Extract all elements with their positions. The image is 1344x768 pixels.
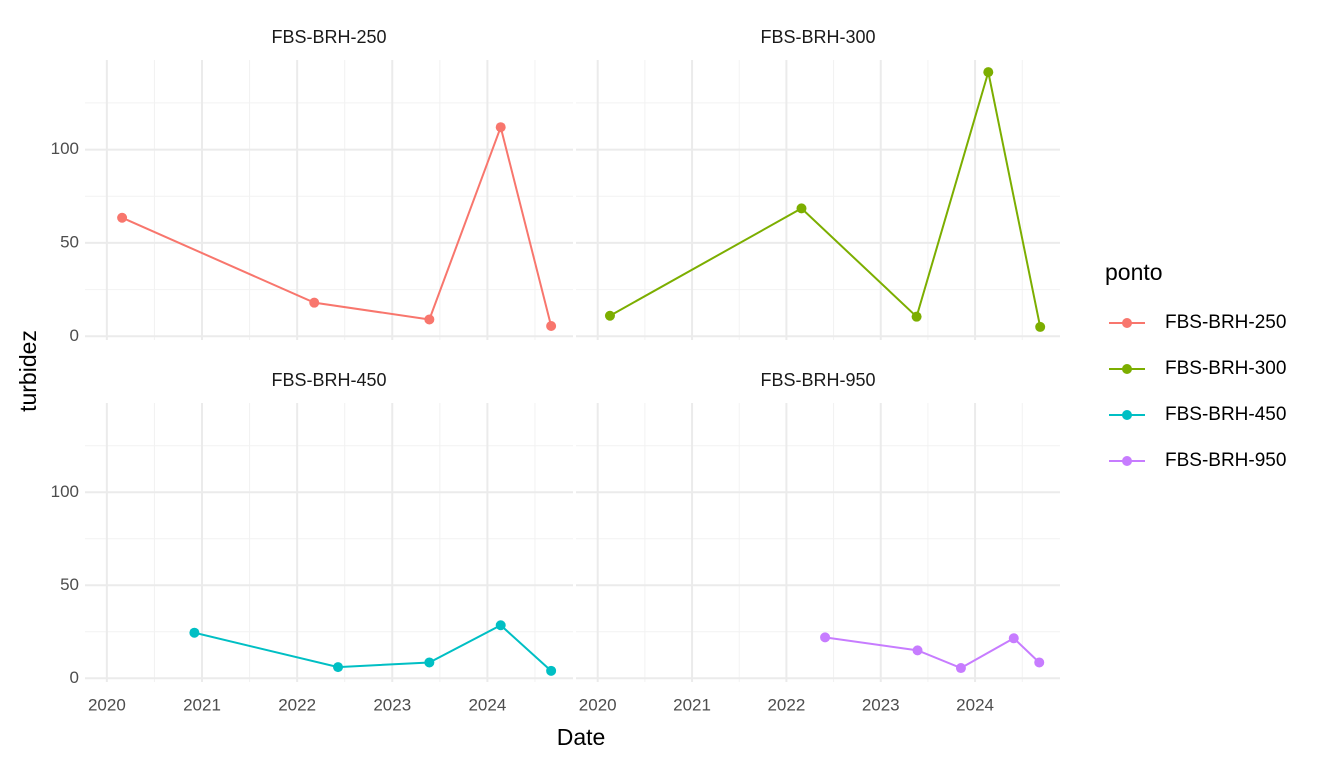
y-tick-label: 0 (70, 326, 79, 345)
data-point (820, 632, 831, 643)
legend-title: ponto (1105, 259, 1163, 285)
y-tick-label: 100 (51, 482, 79, 501)
legend-key (1122, 410, 1132, 420)
data-point (1034, 657, 1045, 668)
data-point (912, 645, 923, 656)
data-point (333, 662, 344, 673)
data-point (955, 663, 966, 674)
x-tick-label: 2023 (862, 695, 900, 714)
data-point (1035, 321, 1046, 332)
y-tick-label: 100 (51, 139, 79, 158)
data-point (796, 203, 807, 214)
legend-key (1122, 318, 1132, 328)
data-line (824, 636, 1040, 670)
x-tick-label: 2024 (956, 695, 994, 714)
data-point (495, 122, 506, 133)
legend-key (1122, 456, 1132, 466)
data-point (604, 310, 615, 321)
x-axis-title: Date (557, 724, 606, 750)
strip-title: FBS-BRH-300 (760, 27, 875, 47)
legend-key (1122, 364, 1132, 374)
x-tick-label: 2021 (673, 695, 711, 714)
y-tick-label: 50 (60, 575, 79, 594)
x-tick-label: 2020 (579, 695, 617, 714)
legend-label: FBS-BRH-250 (1165, 312, 1286, 333)
x-tick-label: 2020 (88, 695, 126, 714)
data-point (309, 297, 320, 308)
y-tick-label: 0 (70, 668, 79, 687)
data-point (546, 321, 557, 331)
legend-label: FBS-BRH-300 (1165, 358, 1286, 379)
strip-title: FBS-BRH-250 (271, 27, 386, 47)
strip-title: FBS-BRH-450 (271, 370, 386, 390)
data-point (189, 627, 200, 638)
x-tick-label: 2024 (468, 695, 506, 714)
x-tick-label: 2023 (373, 695, 411, 714)
data-point (117, 212, 128, 223)
data-point (424, 657, 435, 668)
legend-label: FBS-BRH-950 (1165, 450, 1286, 471)
x-tick-label: 2021 (183, 695, 221, 714)
x-tick-label: 2022 (767, 695, 805, 714)
data-point (983, 67, 994, 78)
data-point (424, 314, 435, 325)
y-tick-label: 50 (60, 232, 79, 251)
y-axis-title: turbidez (15, 330, 41, 412)
data-point (495, 620, 506, 631)
strip-title: FBS-BRH-950 (760, 370, 875, 390)
data-point (911, 311, 922, 322)
data-point (546, 665, 557, 676)
legend-label: FBS-BRH-450 (1165, 404, 1286, 425)
data-point (1008, 633, 1019, 644)
x-tick-label: 2022 (278, 695, 316, 714)
